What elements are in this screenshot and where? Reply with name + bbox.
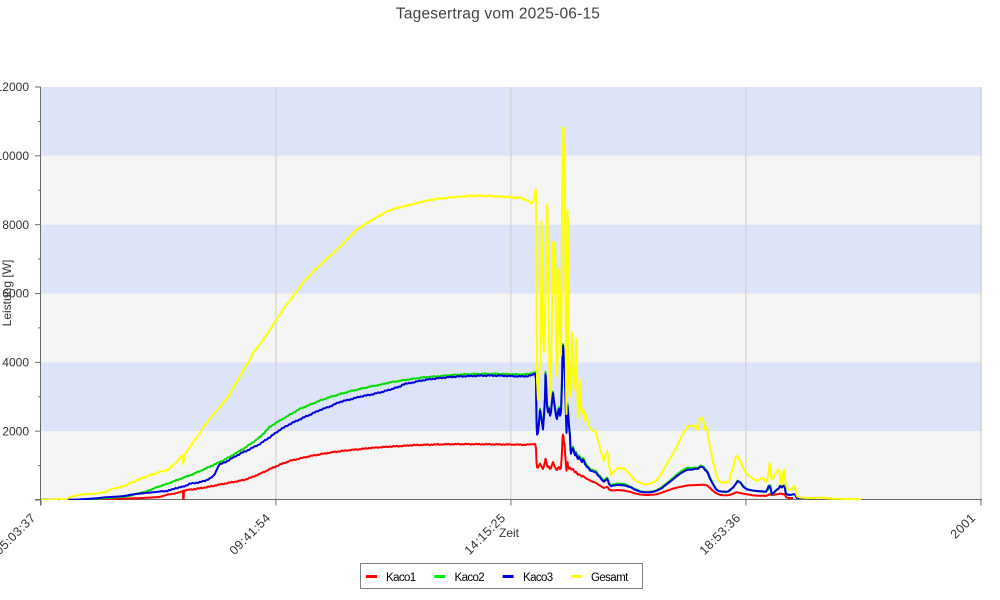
svg-text:Kaco3: Kaco3: [523, 572, 553, 584]
svg-text:6000: 6000: [2, 287, 29, 301]
svg-text:10000: 10000: [0, 149, 29, 163]
svg-text:12000: 12000: [0, 80, 29, 94]
svg-text:Kaco1: Kaco1: [386, 572, 416, 584]
svg-text:4000: 4000: [2, 356, 29, 370]
svg-text:Kaco2: Kaco2: [455, 572, 485, 584]
svg-text:2000: 2000: [2, 424, 29, 438]
svg-text:Gesamt: Gesamt: [591, 572, 629, 584]
svg-text:Tagesertrag vom 2025-06-15: Tagesertrag vom 2025-06-15: [396, 5, 600, 22]
svg-text:Leistung [W]: Leistung [W]: [0, 260, 14, 327]
svg-text:Zeit: Zeit: [499, 526, 520, 540]
svg-text:8000: 8000: [2, 218, 29, 232]
